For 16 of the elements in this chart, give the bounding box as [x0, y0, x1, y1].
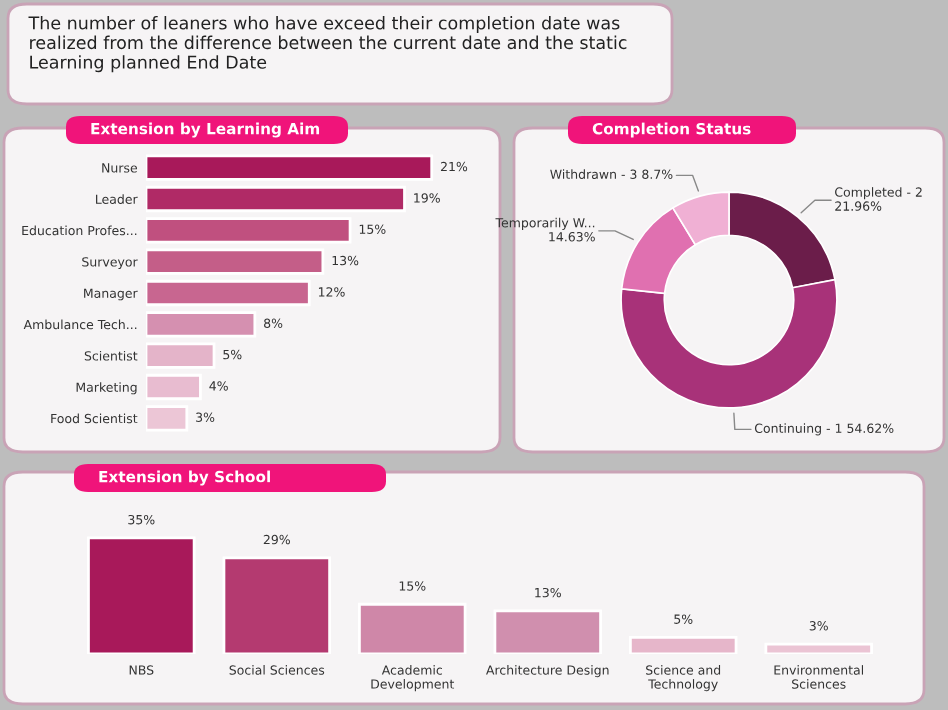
- text: The number of leaners who have exceed their completion date was realized from the difference between the current date and the static Learning planned End Date: [28, 16, 627, 73]
- bar: [222, 556, 331, 654]
- bar: [146, 342, 216, 369]
- bar: [146, 373, 202, 401]
- bar: [146, 185, 406, 213]
- bar: [146, 154, 434, 181]
- bar: [146, 248, 325, 275]
- bar: [629, 636, 738, 654]
- bar: [764, 642, 873, 654]
- bar: [146, 279, 311, 307]
- bar: [146, 405, 189, 432]
- bar: [493, 609, 602, 654]
- bar: [358, 602, 467, 654]
- bar: [146, 217, 352, 244]
- bar: [146, 311, 257, 338]
- bar: [87, 536, 196, 654]
